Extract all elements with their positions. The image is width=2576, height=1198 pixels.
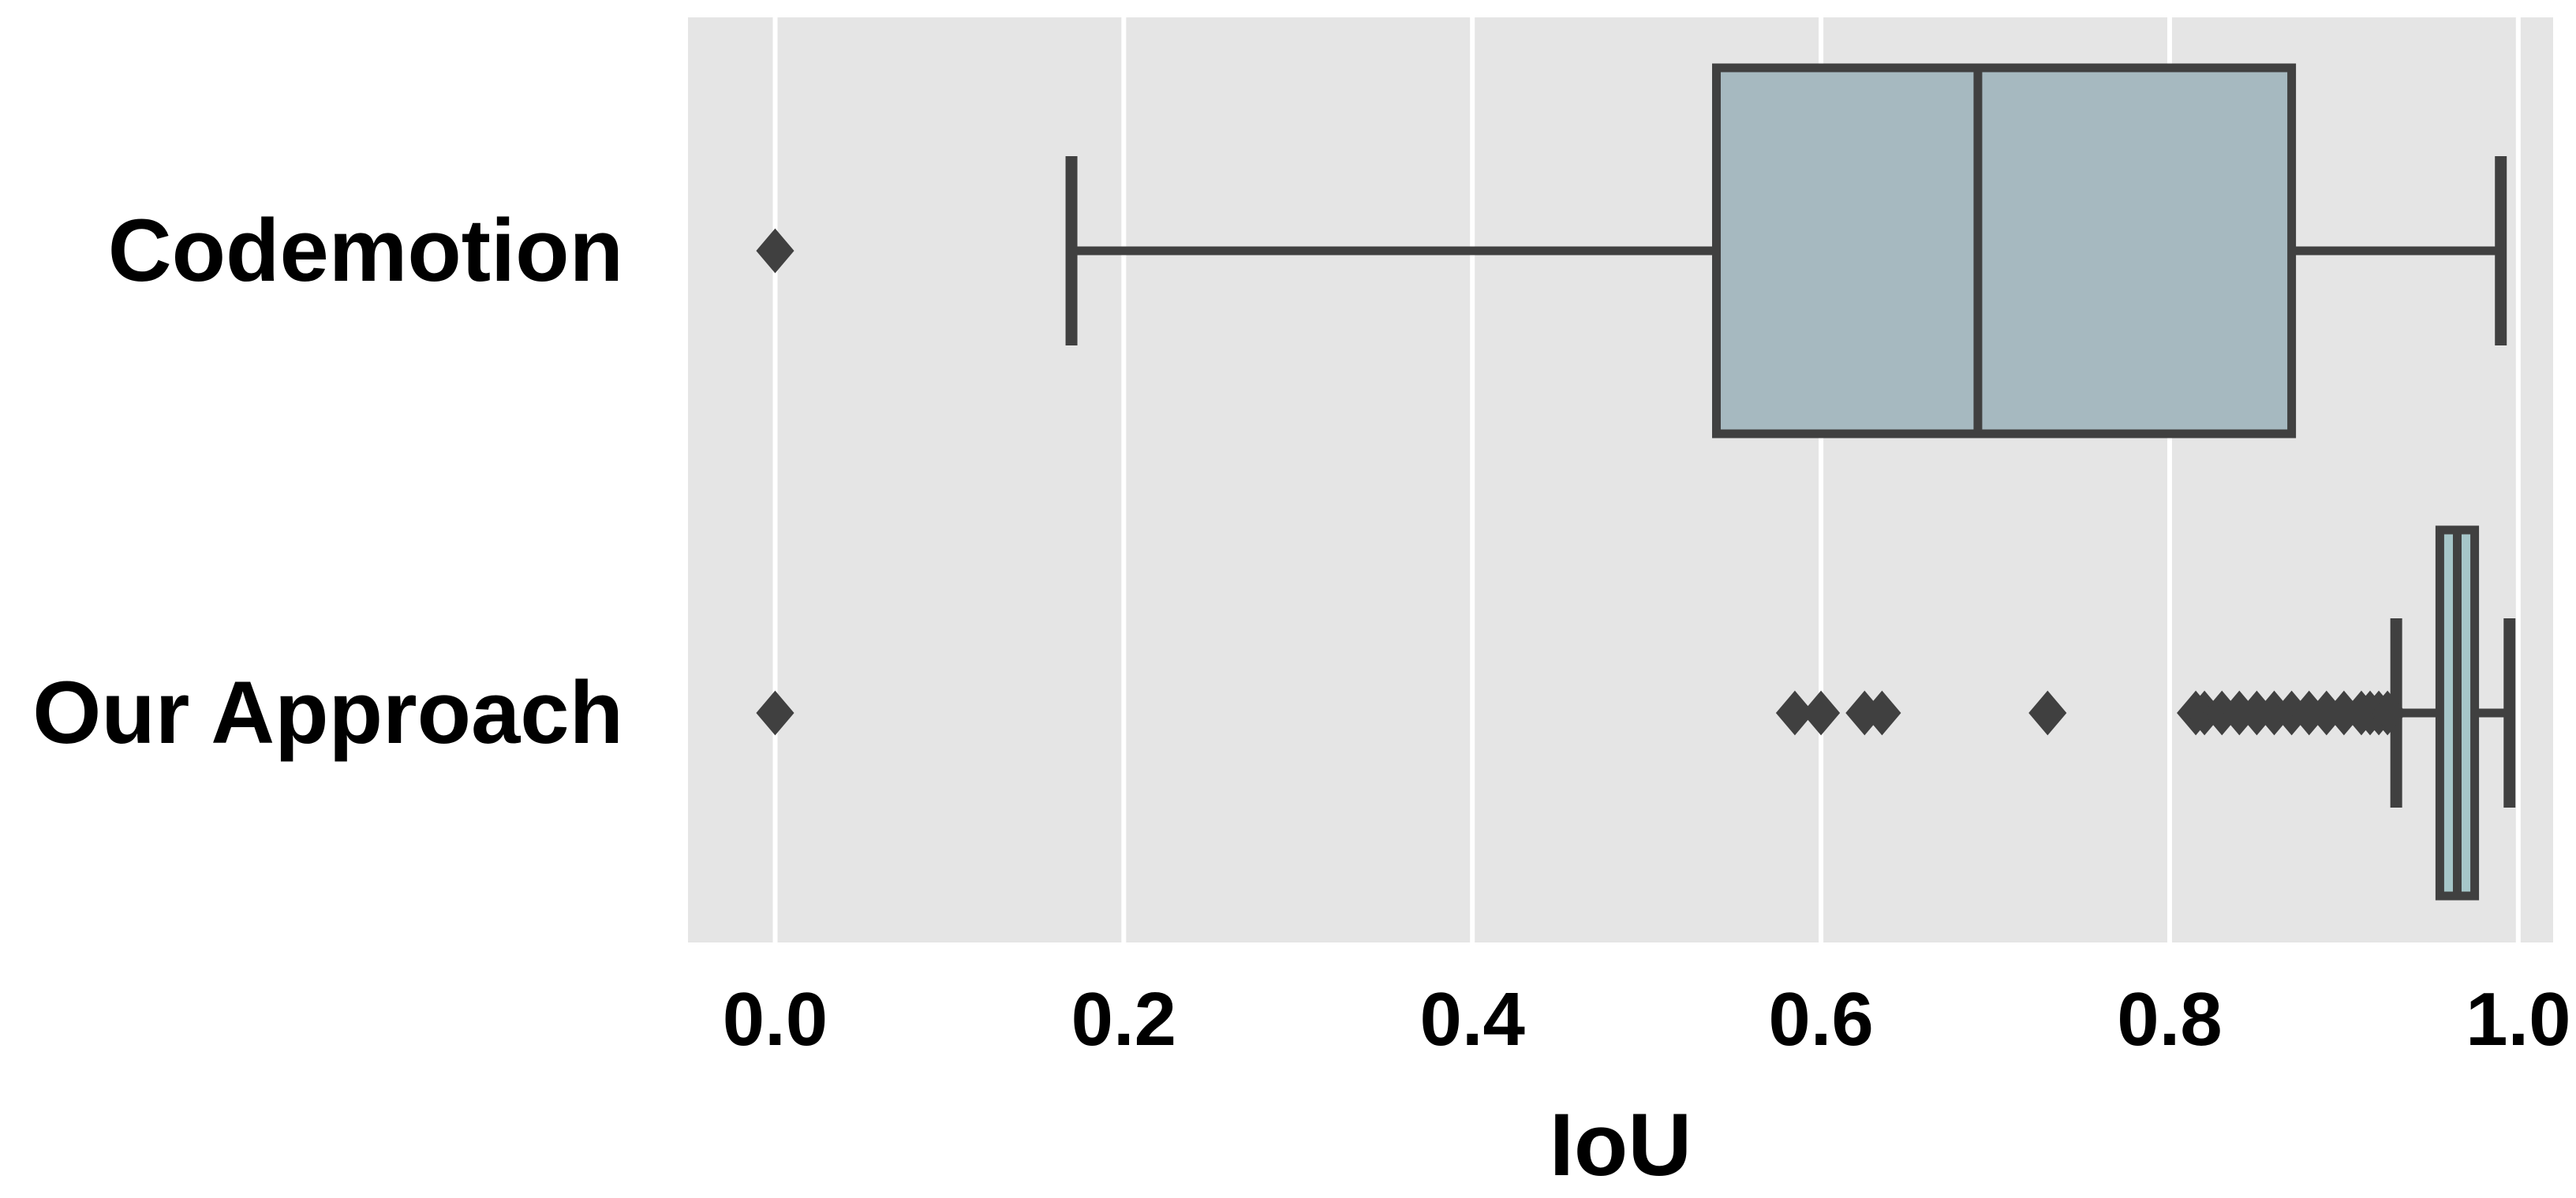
category-labels: Codemotion Our Approach (32, 201, 623, 762)
x-axis-label: IoU (1550, 1095, 1692, 1194)
outlier-point (2368, 690, 2407, 736)
box-iqr (1712, 63, 2297, 439)
category-label: Codemotion (108, 201, 623, 300)
x-tick-label: 0.0 (723, 977, 828, 1062)
x-tick-label: 0.8 (2117, 977, 2222, 1062)
x-tick-labels: 0.0 0.2 0.4 0.6 0.8 1.0 (723, 977, 2571, 1062)
outlier-point (756, 228, 794, 274)
outlier-point (756, 690, 794, 736)
outlier-point (1863, 690, 1901, 736)
outlier-point (2028, 690, 2067, 736)
outlier-point (1775, 690, 1815, 736)
x-tick-label: 0.2 (1071, 977, 1176, 1062)
x-tick-label: 0.6 (1768, 977, 1873, 1062)
x-tick-label: 0.4 (1419, 977, 1524, 1062)
boxplot-codemotion (756, 63, 2507, 439)
category-label: Our Approach (32, 663, 623, 762)
boxes (756, 63, 2516, 901)
boxplot-our-approach (756, 525, 2516, 901)
x-tick-label: 1.0 (2466, 977, 2570, 1062)
outlier-point (1802, 690, 1841, 736)
